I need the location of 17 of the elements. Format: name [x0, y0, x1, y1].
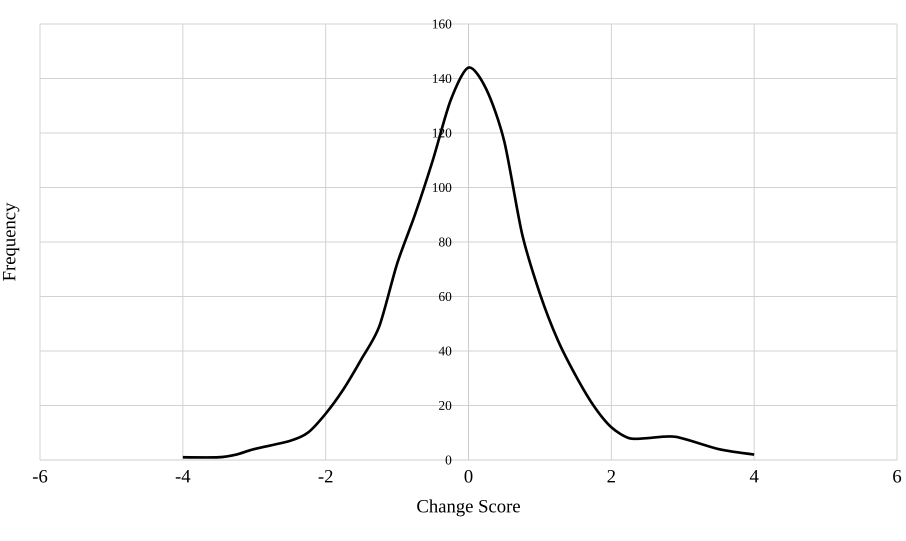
x-tick-label: -2 — [318, 470, 332, 482]
x-tick-label: 2 — [607, 470, 615, 482]
y-tick-label: 140 — [432, 74, 452, 83]
x-tick-label: -6 — [32, 470, 48, 483]
x-tick-label: 0 — [464, 470, 472, 483]
x-tick-label: 4 — [750, 470, 759, 482]
y-tick-label: 160 — [432, 19, 452, 28]
x-tick-label: -4 — [176, 470, 190, 482]
y-tick-label: 80 — [438, 237, 452, 246]
x-tick-label: 6 — [893, 470, 902, 483]
y-tick-label: 0 — [446, 455, 452, 464]
y-tick-label: 20 — [439, 400, 452, 410]
y-tick-label: 40 — [438, 346, 452, 356]
x-axis-title: Change Score — [417, 499, 520, 516]
y-tick-label: 60 — [439, 292, 452, 301]
y-tick-label: 100 — [432, 182, 452, 192]
y-axis-title: Frequency — [3, 202, 20, 281]
